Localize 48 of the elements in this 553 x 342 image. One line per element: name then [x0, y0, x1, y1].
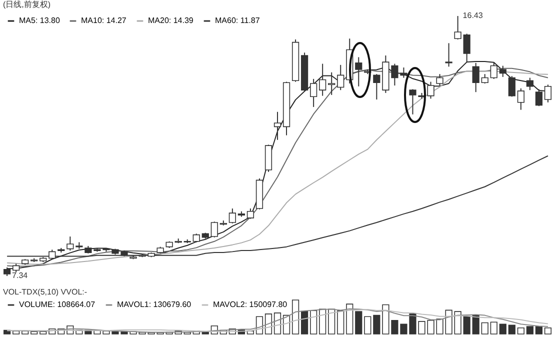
candlestick: [427, 81, 434, 100]
candlestick: [228, 208, 236, 224]
candlestick: [246, 208, 254, 220]
chart-title: (日线,前复权): [3, 0, 51, 9]
candlestick: [310, 78, 318, 108]
candlestick: [373, 74, 380, 100]
candlestick: [274, 111, 282, 140]
candlestick: [535, 88, 542, 107]
chart-title: VOL-TDX(5,10) VVOL:-: [3, 288, 88, 297]
candlestick: [400, 66, 408, 78]
legend-label: VOLUME: 108664.07: [19, 300, 96, 309]
candlestick: [210, 221, 218, 238]
bar: [508, 324, 516, 334]
bar: [391, 320, 398, 334]
candlestick: [499, 65, 506, 78]
candlestick: [472, 62, 480, 93]
candlestick: [391, 63, 398, 86]
candlestick: [66, 236, 74, 252]
bar: [472, 314, 480, 334]
legend-label: MA5: 13.80: [19, 16, 60, 25]
candlestick: [463, 33, 470, 63]
candlestick: [454, 16, 462, 40]
bar: [355, 311, 362, 334]
candlestick: [517, 88, 524, 110]
annotation: 16.43: [462, 11, 484, 20]
legend-label: MA10: 14.27: [81, 16, 127, 25]
bar: [526, 326, 534, 334]
annotation: 7.34: [12, 271, 28, 280]
candlestick: [481, 74, 488, 84]
legend-label: MA60: 11.87: [215, 16, 260, 25]
candlestick: [526, 77, 534, 91]
candlestick: [436, 74, 444, 86]
legend-label: MA20: 14.39: [148, 16, 194, 25]
candlestick: [409, 88, 416, 115]
candlestick: [355, 56, 362, 87]
bar: [499, 324, 506, 334]
candlestick: [508, 76, 516, 98]
legend-label: MAVOL2: 150097.80: [213, 300, 288, 309]
candlestick: [445, 42, 452, 68]
legend-label: MAVOL1: 130679.60: [117, 300, 192, 309]
candlestick: [337, 64, 344, 91]
bar: [373, 314, 380, 334]
candlestick: [328, 72, 336, 96]
bar: [463, 316, 470, 334]
candlestick: [490, 62, 498, 80]
candlestick: [319, 63, 326, 96]
bar: [300, 310, 308, 334]
bar: [535, 326, 542, 334]
